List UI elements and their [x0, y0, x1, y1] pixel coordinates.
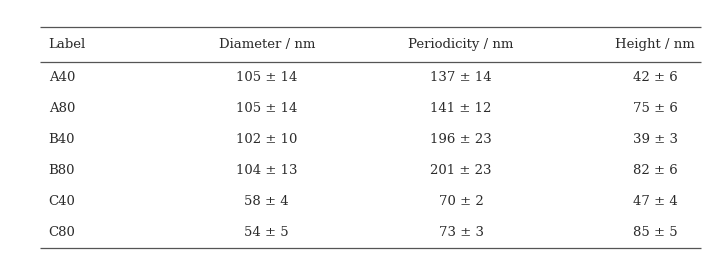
Text: 104 ± 13: 104 ± 13	[236, 164, 298, 177]
Text: A80: A80	[49, 102, 75, 115]
Text: 82 ± 6: 82 ± 6	[633, 164, 677, 177]
Text: 47 ± 4: 47 ± 4	[633, 195, 677, 208]
Text: Diameter / nm: Diameter / nm	[219, 38, 315, 51]
Text: 54 ± 5: 54 ± 5	[245, 226, 289, 239]
Text: 42 ± 6: 42 ± 6	[633, 71, 677, 84]
Text: 58 ± 4: 58 ± 4	[245, 195, 289, 208]
Text: Periodicity / nm: Periodicity / nm	[408, 38, 514, 51]
Text: 102 ± 10: 102 ± 10	[236, 133, 298, 146]
Text: 73 ± 3: 73 ± 3	[439, 226, 484, 239]
Text: 201 ± 23: 201 ± 23	[431, 164, 492, 177]
Text: 70 ± 2: 70 ± 2	[439, 195, 484, 208]
Text: A40: A40	[49, 71, 75, 84]
Text: 39 ± 3: 39 ± 3	[633, 133, 677, 146]
Text: 85 ± 5: 85 ± 5	[633, 226, 677, 239]
Text: C40: C40	[49, 195, 76, 208]
Text: 137 ± 14: 137 ± 14	[431, 71, 492, 84]
Text: 75 ± 6: 75 ± 6	[633, 102, 677, 115]
Text: 141 ± 12: 141 ± 12	[431, 102, 492, 115]
Text: Height / nm: Height / nm	[616, 38, 695, 51]
Text: Label: Label	[49, 38, 86, 51]
Text: B40: B40	[49, 133, 76, 146]
Text: B80: B80	[49, 164, 76, 177]
Text: 196 ± 23: 196 ± 23	[430, 133, 492, 146]
Text: 105 ± 14: 105 ± 14	[236, 102, 298, 115]
Text: 105 ± 14: 105 ± 14	[236, 71, 298, 84]
Text: C80: C80	[49, 226, 76, 239]
